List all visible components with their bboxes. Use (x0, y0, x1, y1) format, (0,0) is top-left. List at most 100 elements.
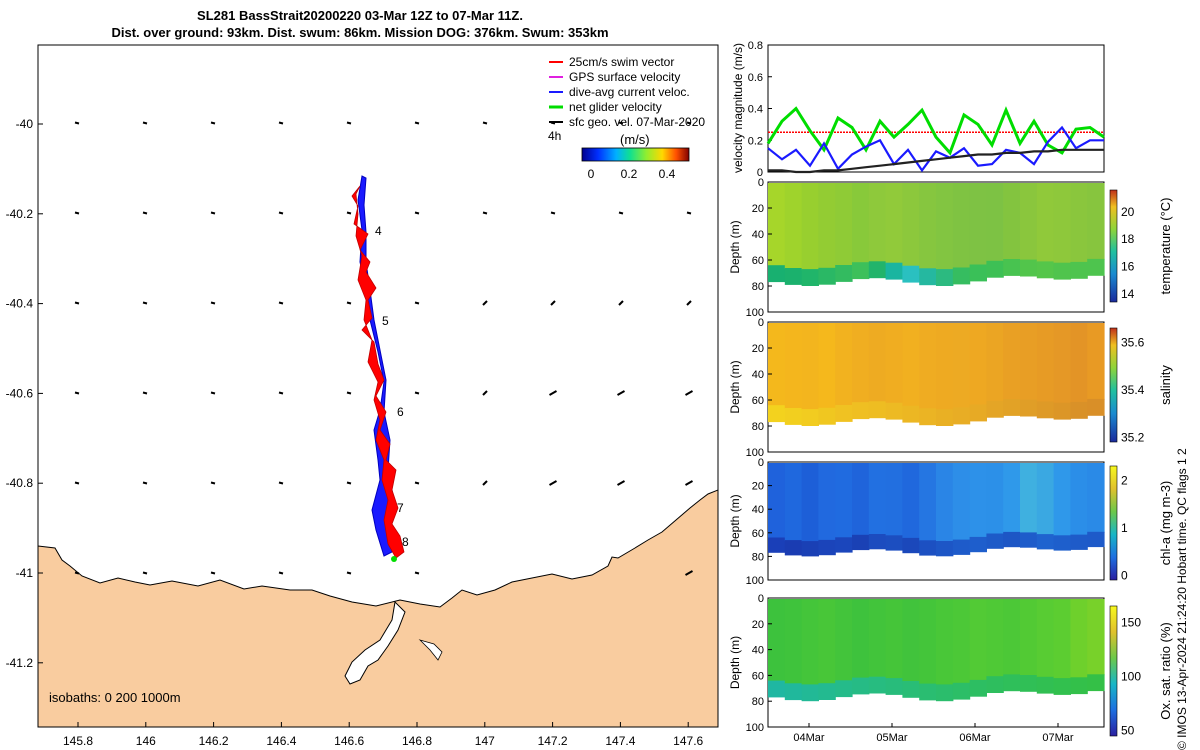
section-profile-cell (1053, 463, 1071, 537)
section-y-tick-label: 40 (752, 229, 764, 241)
geo-vector-arrow (346, 301, 352, 305)
section-y-axis-label: Depth (m) (728, 360, 742, 413)
map-x-tick-label: 147.6 (673, 734, 703, 748)
geo-vector-arrow (210, 391, 216, 395)
colorbar-tick-label: 50 (1121, 724, 1135, 738)
geo-vector-arrow (482, 390, 488, 396)
section-profile-cell (784, 323, 803, 409)
section-bottom-cell (986, 400, 1004, 418)
section-profile-cell (952, 463, 971, 541)
legend-entry: 25cm/s swim vector (569, 55, 674, 69)
colorbar-label: Ox. sat. ratio (%) (1158, 622, 1173, 720)
geo-vector-arrow (618, 300, 624, 306)
section-y-tick-label: 60 (752, 528, 764, 540)
geo-vector-arrow (549, 390, 557, 396)
section-bottom-cell (969, 536, 987, 553)
geo-vector-arrow (74, 211, 80, 215)
section-bottom-cell (986, 533, 1004, 549)
geo-vector-arrow (210, 301, 216, 305)
section-bottom-cell (852, 262, 870, 280)
section-profile-cell (952, 323, 971, 409)
colorbar-tick-label: 16 (1121, 259, 1135, 273)
geo-vector-arrow (482, 300, 488, 306)
section-y-tick-label: 80 (752, 551, 764, 563)
map-y-tick-label: -40 (16, 117, 34, 131)
geo-vector-arrow (210, 211, 216, 215)
time-tick-label: 07Mar (1042, 732, 1074, 744)
colorbar-tick-label: 14 (1121, 287, 1135, 301)
section-y-tick-label: 20 (752, 481, 764, 493)
section-profile-cell (801, 323, 819, 411)
day-marker: 5 (382, 314, 389, 328)
section-profile-cell (818, 183, 836, 269)
map-x-tick-label: 145.8 (63, 734, 93, 748)
map-y-tick-label: -40.2 (6, 207, 34, 221)
section-y-tick-label: 80 (752, 421, 764, 433)
section-bottom-cell (868, 401, 887, 419)
section-bottom-cell (1053, 678, 1071, 695)
geo-vector-arrow (549, 480, 557, 486)
section-bottom-cell (784, 268, 803, 285)
section-bottom-cell (852, 677, 870, 695)
section-bottom-cell (1020, 259, 1038, 277)
colorbar-tick-label: 0 (588, 167, 595, 181)
geo-vector-arrow (617, 480, 625, 486)
map-x-tick-label: 146.4 (266, 734, 296, 748)
section-bottom-cell (885, 678, 903, 695)
section-profile-cell (1070, 183, 1088, 263)
section-profile-cell (1087, 463, 1105, 533)
map-x-tick-label: 147 (475, 734, 495, 748)
geo-vector-arrow (346, 211, 352, 215)
geo-vector-arrow (210, 571, 216, 575)
map-x-tick-label: 146.2 (199, 734, 229, 748)
section-bottom-cell (1003, 674, 1021, 692)
map-y-tick-label: -40.4 (6, 297, 34, 311)
section-bottom-cell (818, 267, 836, 285)
section-profile-cell (852, 183, 870, 264)
section-profile-cell (1020, 183, 1038, 261)
geo-vector-arrow (278, 301, 284, 305)
legend-entry: sfc geo. vel. 07-Mar-2020 (569, 115, 705, 129)
section-bottom-cell (1087, 531, 1105, 548)
velocity-y-tick-label: 0.6 (748, 72, 763, 84)
colorbar-tick-label: 35.4 (1121, 383, 1145, 397)
section-profile-cell (784, 463, 803, 542)
legend-entry: GPS surface velocity (569, 70, 680, 84)
section-bottom-cell (1020, 532, 1038, 548)
section-profile-cell (818, 323, 836, 409)
geo-vector-arrow (685, 570, 693, 576)
section-colorbar (1109, 189, 1118, 303)
section-bottom-cell (801, 409, 819, 426)
section-bottom-cell (868, 676, 887, 694)
section-profile-cell (986, 599, 1004, 678)
colorbar-tick-label: 20 (1121, 205, 1135, 219)
section-bottom-cell (1070, 534, 1088, 550)
section-bottom-cell (969, 404, 987, 422)
geo-vector-arrow (617, 390, 625, 396)
section-bottom-cell (835, 265, 853, 282)
section-bottom-cell (1036, 676, 1055, 694)
map-x-tick-label: 146 (136, 734, 156, 748)
section-bottom-cell (1070, 401, 1088, 419)
section-y-tick-label: 0 (758, 593, 764, 605)
section-profile-cell (1003, 183, 1021, 260)
section-profile-cell (801, 183, 819, 271)
section-bottom-cell (784, 408, 803, 425)
colorbar-tick-label: 0.4 (659, 167, 676, 181)
section-profile-cell (969, 463, 987, 538)
section-bottom-cell (801, 684, 819, 702)
geo-vector-arrow (482, 211, 488, 215)
section-bottom-cell (784, 540, 803, 556)
section-profile-cell (835, 599, 853, 682)
geo-vector-arrow (346, 121, 352, 125)
section-profile-cell (936, 599, 954, 686)
section-bottom-cell (885, 402, 903, 420)
section-profile-cell (784, 599, 803, 685)
section-profile-cell (902, 183, 920, 267)
plot-title: SL281 BassStrait20200220 03-Mar 12Z to 0… (197, 8, 523, 23)
section-bottom-cell (868, 534, 887, 550)
section-y-tick-label: 0 (758, 177, 764, 189)
section-bottom-cell (1003, 259, 1021, 276)
section-profile-cell (768, 323, 786, 407)
section-profile-cell (919, 599, 937, 685)
